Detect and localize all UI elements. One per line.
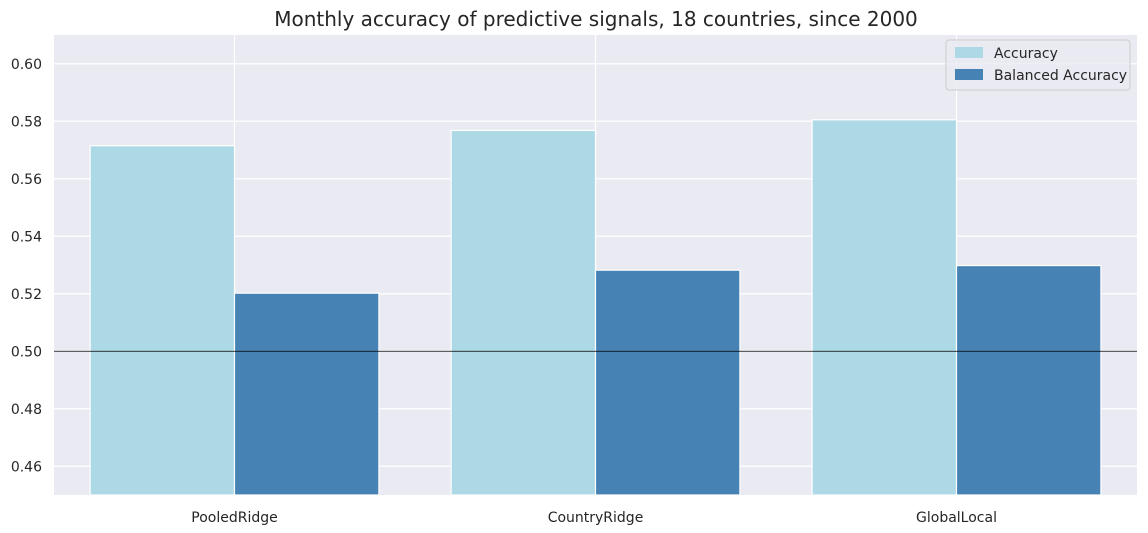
y-tick-label: 0.60 [11, 57, 42, 73]
bar-balanced-accuracy-pooledridge [233, 292, 380, 496]
bar-balanced-accuracy-countryridge [594, 269, 741, 496]
legend: Accuracy Balanced Accuracy [945, 39, 1131, 91]
x-tick-label: GlobalLocal [916, 510, 997, 526]
y-tick-label: 0.56 [11, 172, 42, 188]
y-tick-label: 0.52 [11, 287, 42, 303]
bar-accuracy-globallocal [811, 119, 958, 496]
x-axis: PooledRidge CountryRidge GlobalLocal [191, 510, 997, 526]
legend-label: Accuracy [994, 46, 1058, 62]
bars [89, 119, 1102, 496]
legend-label: Balanced Accuracy [994, 68, 1127, 84]
legend-swatch [955, 47, 983, 58]
y-tick-label: 0.46 [11, 459, 42, 475]
y-tick-label: 0.58 [11, 114, 42, 130]
y-axis: 0.46 0.48 0.50 0.52 0.54 0.56 0.58 0.60 [11, 57, 42, 476]
legend-box [945, 39, 1131, 91]
y-tick-label: 0.50 [11, 344, 42, 360]
bar-balanced-accuracy-globallocal [955, 264, 1102, 496]
bar-accuracy-countryridge [450, 129, 597, 496]
y-tick-label: 0.48 [11, 402, 42, 418]
chart-title: Monthly accuracy of predictive signals, … [274, 7, 918, 31]
bar-accuracy-pooledridge [89, 145, 236, 496]
x-tick-label: PooledRidge [191, 510, 277, 526]
x-tick-label: CountryRidge [548, 510, 644, 526]
y-tick-label: 0.54 [11, 229, 42, 245]
legend-swatch [955, 69, 983, 80]
